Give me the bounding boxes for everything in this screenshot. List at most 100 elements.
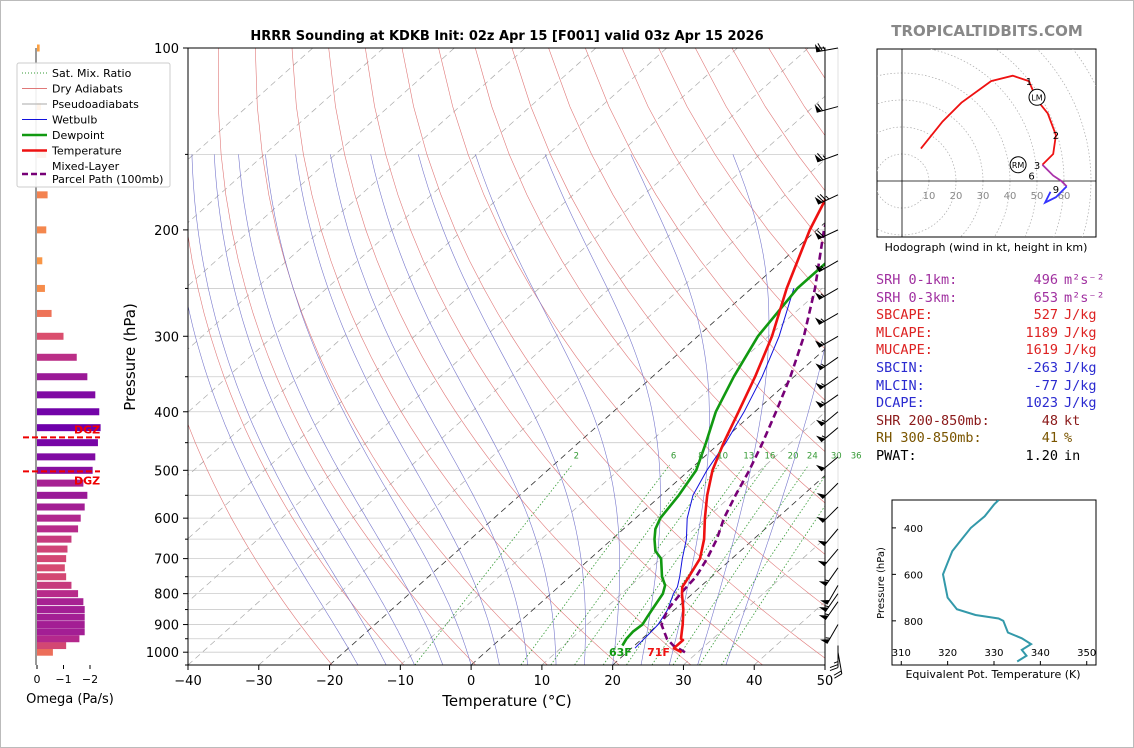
wind-barb [814, 229, 839, 240]
isotherm-line [188, 48, 809, 603]
moist-adiabat-line [544, 154, 661, 665]
y-tick-label: 300 [154, 330, 179, 345]
barb-full [817, 195, 824, 202]
omega-bar [37, 373, 88, 381]
stat-value: 1.20 [1025, 448, 1058, 464]
y-tick-label: 500 [154, 464, 179, 479]
stat-row: MUCAPE: 1619 J/kg [876, 342, 1097, 358]
theta-e-y-tick-label: 400 [904, 524, 923, 535]
dry-adiabat-line [621, 48, 825, 350]
dry-adiabat-line [291, 48, 620, 665]
barb-staff [817, 153, 839, 163]
hodograph-height-label: 1 [1026, 77, 1032, 88]
omega-bar [37, 503, 85, 511]
stat-row: SBCIN: -263 J/kg [876, 360, 1097, 376]
barb-staff [816, 47, 839, 53]
barb-flag [814, 104, 822, 113]
barb-half [820, 318, 825, 322]
y-tick-label: 400 [154, 406, 179, 421]
stat-unit: m²s⁻² [1064, 272, 1105, 288]
barb-flag [817, 560, 828, 566]
stat-row: SBCAPE: 527 J/kg [876, 307, 1097, 323]
hodograph-marker-label: RM [1012, 161, 1025, 170]
wind-barb [815, 356, 839, 371]
x-tick-label: 20 [604, 674, 621, 689]
barb-half [821, 401, 826, 405]
wind-barb [814, 288, 839, 300]
wind-barb [816, 456, 839, 472]
moist-adiabat-line [418, 154, 586, 665]
isotherm-line [188, 48, 455, 287]
dry-adiabat-line [438, 48, 825, 607]
barb-staff [824, 593, 839, 612]
theta-e-y-tick-label: 600 [904, 570, 923, 581]
skewt-profiles [621, 197, 825, 654]
barb-staff [820, 456, 839, 472]
moist-adiabat-line [475, 154, 620, 665]
omega-tick-label: −2 [82, 673, 98, 686]
barb-half [824, 613, 829, 616]
omega-bar [37, 408, 100, 416]
legend-label: Wetbulb [52, 114, 97, 127]
mixing-ratio-label: 16 [764, 452, 775, 462]
x-tick-label: −10 [387, 674, 414, 689]
legend-label: Temperature [51, 145, 122, 158]
omega-bar [37, 191, 48, 199]
skewt-axes: −40 −30 −20 −10 0 10 20 30 40 50 100 200 300 400 500 60… [146, 42, 833, 689]
hodograph-marker-label: LM [1031, 93, 1042, 102]
isotherm-line [188, 48, 597, 413]
barb-half [820, 341, 825, 345]
isotherm-line [258, 158, 825, 665]
omega-bar [37, 309, 52, 317]
moist-adiabat-line [630, 154, 710, 665]
barb-half [824, 605, 829, 608]
legend-label: Dewpoint [52, 129, 105, 142]
stat-value: 653 [1033, 289, 1058, 306]
barb-half [824, 579, 829, 582]
stat-unit: J/kg [1064, 342, 1097, 359]
omega-bar [37, 424, 101, 432]
stat-unit: kt [1064, 412, 1081, 429]
wind-barb [814, 193, 839, 205]
wind-barb [815, 376, 839, 390]
omega-tick-label: −1 [55, 673, 71, 686]
x-tick-label: 40 [746, 674, 763, 689]
barb-flag [816, 419, 825, 426]
dry-adiabat-line [475, 48, 825, 555]
stat-unit: J/kg [1064, 395, 1097, 412]
stat-row: SHR 200-850mb: 48 kt [876, 413, 1080, 429]
barb-flag [814, 292, 824, 300]
omega-bar [37, 621, 85, 629]
skewt-axes-frame [187, 47, 826, 666]
omega-bar [37, 491, 88, 499]
barb-half [821, 435, 826, 439]
y-tick-label: 700 [154, 553, 179, 568]
barb-flag [816, 464, 825, 471]
isotherm-line [470, 348, 825, 665]
wind-barbs [814, 43, 843, 679]
stat-row: MLCIN: -77 J/kg [876, 378, 1097, 394]
omega-bar [37, 613, 85, 621]
omega-bar [37, 284, 45, 292]
barb-half [821, 383, 826, 387]
omega-bar [37, 453, 96, 461]
brand-watermark: TROPICALTIDBITS.COM [891, 22, 1083, 40]
stat-label: MLCAPE: [876, 324, 933, 341]
stat-row: RH 300-850mb: 41% [876, 430, 1072, 446]
y-tick-label: 600 [154, 512, 179, 527]
stat-label: SRH 0-1km: [876, 272, 958, 288]
isotherm-line [612, 474, 825, 665]
theta-e-x-tick-label: 330 [984, 648, 1003, 659]
wind-barb [816, 427, 839, 443]
skewt-ylabel: Pressure (hPa) [121, 303, 139, 411]
moist-adiabat-line [295, 154, 500, 665]
stat-label: SBCIN: [876, 360, 925, 376]
isotherm-line [188, 48, 384, 224]
omega-bar [37, 606, 85, 614]
stat-unit: J/kg [1064, 307, 1097, 324]
x-tick-label: −30 [245, 674, 272, 689]
barb-staff [820, 427, 839, 443]
stat-unit: J/kg [1064, 324, 1097, 341]
stat-row: DCAPE: 1023 J/kg [876, 395, 1097, 411]
legend-label: Pseudoadiabats [52, 98, 139, 111]
